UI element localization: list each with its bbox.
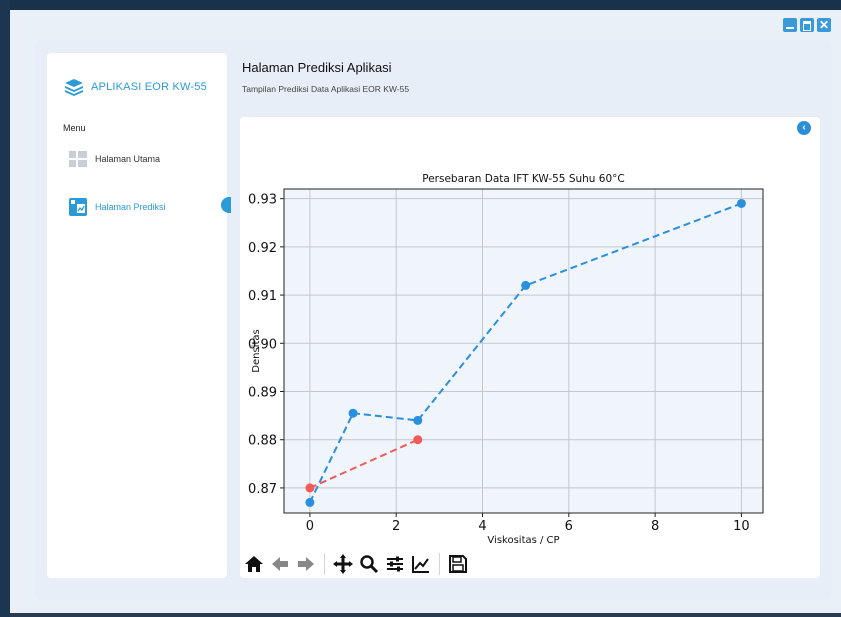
- y-tick-label: 0.91: [248, 289, 277, 304]
- window-controls: ✕: [783, 18, 831, 32]
- active-indicator: [221, 197, 231, 213]
- brand: APLIKASI EOR KW-55: [63, 77, 207, 97]
- toolbar-separator: [439, 553, 440, 575]
- grid-icon: [69, 151, 87, 167]
- plot-toolbar: [243, 553, 469, 575]
- page-title: Halaman Prediksi Aplikasi: [242, 60, 392, 75]
- x-tick-label: 8: [651, 519, 659, 534]
- x-tick-label: 4: [478, 519, 486, 534]
- series-1-point: [413, 435, 423, 445]
- x-tick-label: 10: [733, 519, 750, 534]
- layers-icon: [65, 79, 83, 96]
- sidebar: APLIKASI EOR KW-55 Menu Halaman Utama Ha…: [47, 53, 231, 578]
- forward-arrow-icon[interactable]: [295, 553, 317, 575]
- x-tick-label: 2: [392, 519, 400, 534]
- chart-icon: [69, 198, 87, 216]
- x-axis-label: Viskositas / CP: [487, 535, 559, 546]
- chart-title: Persebaran Data IFT KW-55 Suhu 60°C: [422, 173, 624, 185]
- back-button[interactable]: ‹: [797, 121, 811, 135]
- y-tick-label: 0.88: [248, 434, 277, 449]
- series-0-line: [308, 202, 742, 503]
- pan-icon[interactable]: [332, 553, 354, 575]
- chart: 0 2 4 6 8 10 0.87 0.88 0.89 0.90 0.91 0.92 0.93 Perse…: [248, 173, 764, 546]
- content-card: ‹ 0 2 4 6 8 10 0.87 0.88 0.89 0.90 0.91 0.92 0.93 Per…: [240, 117, 820, 578]
- series-1-point: [305, 483, 315, 493]
- minimize-button[interactable]: [783, 18, 797, 32]
- window-bottom-edge: [10, 613, 841, 617]
- y-tick-label: 0.87: [248, 482, 277, 497]
- sidebar-item-halaman-prediksi[interactable]: Halaman Prediksi: [69, 198, 166, 216]
- screen-bezel-left: [0, 0, 10, 617]
- sidebar-item-label: Halaman Prediksi: [95, 202, 166, 212]
- save-icon[interactable]: [447, 553, 469, 575]
- y-tick-label: 0.90: [248, 337, 277, 352]
- x-tick-label: 0: [306, 519, 314, 534]
- maximize-button[interactable]: [800, 18, 814, 32]
- series-0-point: [413, 415, 423, 425]
- close-button[interactable]: ✕: [817, 18, 831, 32]
- x-tick-label: 6: [565, 519, 573, 534]
- home-icon[interactable]: [243, 553, 265, 575]
- sidebar-item-label: Halaman Utama: [95, 154, 161, 164]
- y-tick-label: 0.89: [248, 386, 277, 401]
- plot-area: [284, 189, 763, 513]
- series-0-point: [521, 280, 531, 290]
- series-0-point: [305, 497, 315, 507]
- series-0-point: [348, 408, 358, 418]
- toolbar-separator: [324, 553, 325, 575]
- series-0-point: [736, 198, 746, 208]
- back-arrow-icon[interactable]: [269, 553, 291, 575]
- edit-axis-icon[interactable]: [410, 553, 432, 575]
- sidebar-item-halaman-utama[interactable]: Halaman Utama: [69, 151, 160, 167]
- menu-label: Menu: [63, 123, 86, 133]
- screen-bezel-top: [0, 0, 841, 10]
- y-tick-label: 0.92: [248, 241, 277, 256]
- series-1-line: [309, 438, 419, 489]
- y-axis-label: Densitas: [251, 329, 262, 372]
- brand-name: APLIKASI EOR KW-55: [91, 81, 207, 93]
- plot-frame: [283, 188, 764, 514]
- y-tick-label: 0.93: [248, 193, 277, 208]
- page-subtitle: Tampilan Prediksi Data Aplikasi EOR KW-5…: [242, 84, 410, 94]
- zoom-icon[interactable]: [358, 553, 380, 575]
- configure-subplots-icon[interactable]: [384, 553, 406, 575]
